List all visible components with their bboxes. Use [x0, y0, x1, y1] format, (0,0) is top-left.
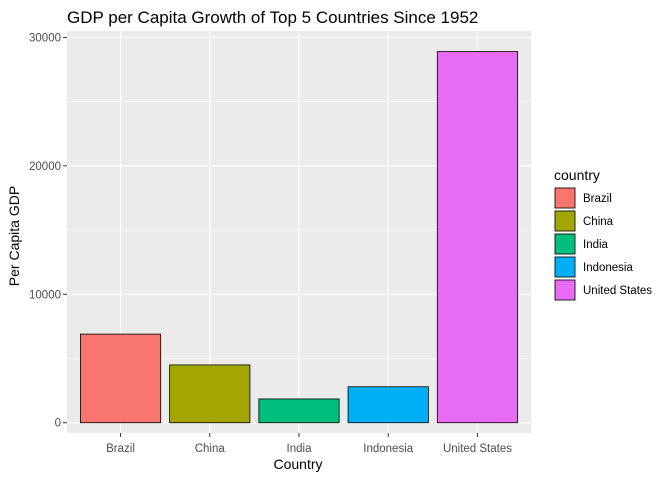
x-tick-label: Brazil — [106, 443, 135, 455]
legend-swatch-brazil — [554, 187, 576, 209]
legend: country Brazil China India Indonesia United … — [554, 167, 652, 301]
legend-label: China — [583, 216, 614, 228]
bar-united-states — [436, 51, 519, 424]
x-tick-label: China — [195, 443, 226, 455]
x-tick-label: United States — [443, 443, 512, 455]
y-axis-title: Per Capita GDP — [6, 186, 22, 286]
legend-swatch-china — [554, 210, 576, 232]
bars — [79, 51, 519, 424]
legend-label: United States — [583, 285, 652, 297]
legend-title: country — [554, 167, 600, 183]
y-tick-label: 20000 — [29, 161, 61, 173]
x-tick-label: Indonesia — [363, 443, 413, 455]
legend-label: Indonesia — [583, 262, 633, 274]
y-tick-label: 30000 — [29, 32, 61, 44]
legend-swatch-united-states — [554, 279, 576, 301]
x-axis: Brazil China India Indonesia United States — [106, 433, 512, 455]
legend-swatch-indonesia — [554, 256, 576, 278]
chart-title: GDP per Capita Growth of Top 5 Countries… — [67, 8, 478, 27]
bar-indonesia — [347, 386, 429, 424]
y-tick-label: 0 — [55, 418, 61, 430]
x-axis-title: Country — [273, 456, 322, 472]
bar-india — [258, 398, 340, 424]
bar-brazil — [79, 333, 162, 424]
bar-china — [169, 364, 251, 424]
legend-label: Brazil — [583, 193, 612, 205]
y-tick-label: 10000 — [29, 289, 61, 301]
y-axis: 0 10000 20000 30000 — [29, 32, 67, 430]
legend-swatch-india — [554, 233, 576, 255]
x-tick-label: India — [287, 443, 313, 455]
legend-label: India — [583, 239, 609, 251]
